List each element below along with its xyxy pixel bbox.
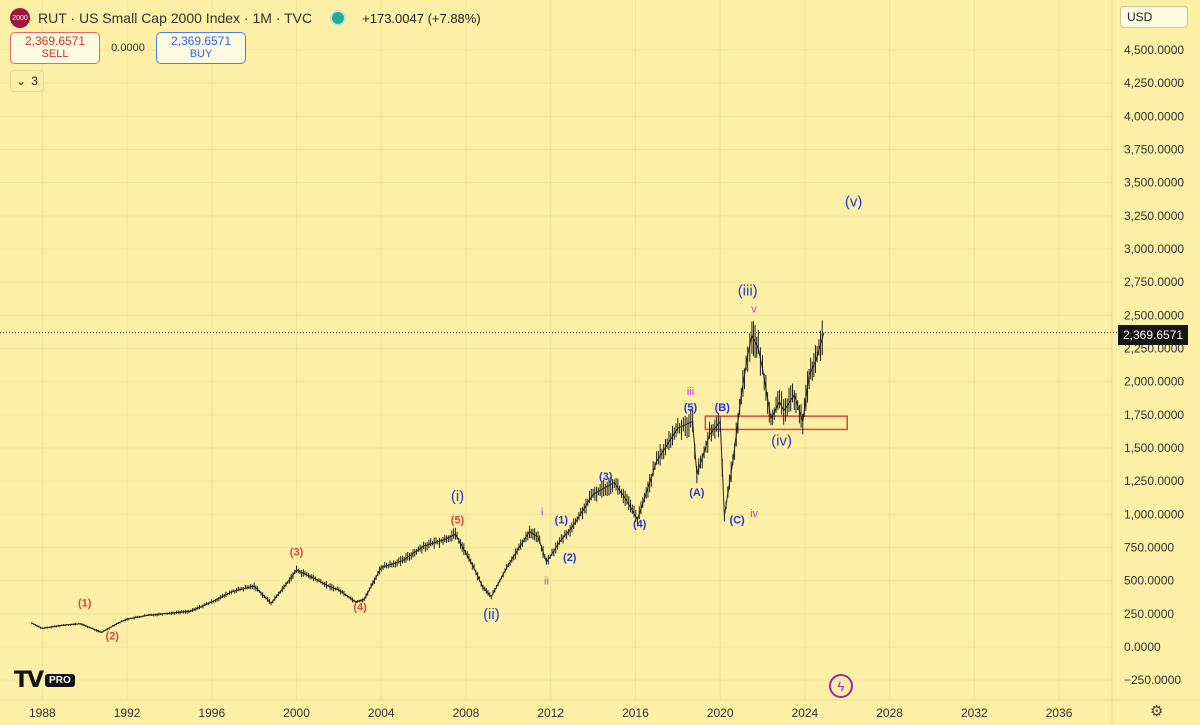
sell-label: SELL — [41, 48, 69, 60]
y-tick-label: 2,750.0000 — [1124, 275, 1184, 289]
y-tick-label: 250.0000 — [1124, 607, 1174, 621]
wave-label: (ii) — [483, 606, 500, 623]
sell-price: 2,369.6571 — [24, 34, 86, 48]
symbol-logo: 2000 — [10, 8, 30, 28]
wave-label: (4) — [633, 519, 647, 531]
indicators-toggle-button[interactable]: ⌄ 3 — [10, 70, 44, 92]
y-tick-label: 3,750.0000 — [1124, 143, 1184, 157]
last-price-tag: 2,369.6571 — [1118, 325, 1189, 345]
wave-label: (5) — [451, 515, 465, 527]
symbol-title[interactable]: RUT · US Small Cap 2000 Index · 1M · TVC — [38, 10, 313, 26]
y-tick-label: 1,000.0000 — [1124, 507, 1184, 521]
x-tick-label: 1996 — [198, 706, 225, 720]
gear-icon[interactable]: ⚙ — [1150, 703, 1164, 720]
buy-button[interactable]: 2,369.6571 BUY — [156, 32, 246, 64]
wave-label: i — [541, 507, 543, 519]
x-tick-label: 2032 — [961, 706, 988, 720]
y-tick-label: 1,250.0000 — [1124, 474, 1184, 488]
wave-label: (i) — [451, 488, 464, 505]
lightning-icon[interactable]: ϟ — [829, 674, 853, 698]
wave-label: iv — [750, 508, 758, 520]
y-tick-label: 1,500.0000 — [1124, 441, 1184, 455]
wave-label: (B) — [715, 402, 731, 414]
y-tick-label: 2,000.0000 — [1124, 375, 1184, 389]
buy-label: BUY — [189, 48, 213, 60]
x-tick-label: 2008 — [453, 706, 480, 720]
x-tick-label: 1992 — [114, 706, 141, 720]
y-tick-label: 4,500.0000 — [1124, 43, 1184, 57]
wave-label: (3) — [290, 546, 304, 558]
wave-label: (v) — [845, 194, 863, 211]
tradingview-logo[interactable]: TV PRO — [14, 668, 75, 693]
currency-label: USD — [1127, 10, 1153, 24]
y-tick-label: 0.0000 — [1124, 640, 1161, 654]
x-tick-label: 2000 — [283, 706, 310, 720]
y-tick-label: −250.0000 — [1124, 673, 1181, 687]
tv-logo-icon: TV — [14, 668, 44, 693]
trade-panel: 2,369.6571 SELL 0.0000 2,369.6571 BUY — [10, 32, 246, 64]
wave-label: (5) — [684, 402, 698, 414]
price-line — [31, 332, 825, 633]
y-tick-label: 750.0000 — [1124, 541, 1174, 555]
currency-select[interactable]: USD — [1120, 6, 1188, 28]
wave-label: (2) — [106, 631, 120, 643]
wave-label: (2) — [563, 552, 577, 564]
wave-label: (iv) — [771, 432, 792, 449]
buy-price: 2,369.6571 — [170, 34, 232, 48]
spread-value: 0.0000 — [111, 42, 145, 54]
wave-label: (1) — [78, 598, 92, 610]
x-tick-label: 2028 — [876, 706, 903, 720]
x-tick-label: 2004 — [368, 706, 395, 720]
y-tick-label: 1,750.0000 — [1124, 408, 1184, 422]
wave-label: iii — [687, 386, 694, 398]
y-tick-label: 2,250.0000 — [1124, 342, 1184, 356]
indicator-count: 3 — [31, 74, 38, 88]
y-tick-label: 3,500.0000 — [1124, 176, 1184, 190]
wave-label: v — [751, 304, 757, 316]
wave-label: (C) — [729, 515, 745, 527]
sell-button[interactable]: 2,369.6571 SELL — [10, 32, 100, 64]
pro-badge: PRO — [45, 674, 75, 687]
x-tick-label: 1988 — [29, 706, 56, 720]
support-zone — [704, 415, 848, 431]
y-tick-label: 4,000.0000 — [1124, 109, 1184, 123]
x-tick-label: 2012 — [537, 706, 564, 720]
y-tick-label: 3,000.0000 — [1124, 242, 1184, 256]
wave-label: (A) — [689, 487, 705, 499]
wave-label: (1) — [555, 515, 569, 527]
x-tick-label: 2020 — [707, 706, 734, 720]
chevron-down-icon: ⌄ — [16, 74, 27, 88]
x-tick-label: 2024 — [792, 706, 819, 720]
y-tick-label: 3,250.0000 — [1124, 209, 1184, 223]
wave-label: (4) — [353, 602, 367, 614]
y-tick-label: 2,500.0000 — [1124, 308, 1184, 322]
x-tick-label: 2016 — [622, 706, 649, 720]
y-tick-label: 500.0000 — [1124, 574, 1174, 588]
wave-label: (3) — [599, 471, 613, 483]
x-tick-label: 2036 — [1046, 706, 1073, 720]
symbol-header: 2000 RUT · US Small Cap 2000 Index · 1M … — [10, 8, 481, 28]
wave-label: (iii) — [738, 282, 758, 299]
price-change: +173.0047 (+7.88%) — [362, 10, 481, 26]
wave-label: ii — [544, 576, 549, 588]
y-tick-label: 4,250.0000 — [1124, 76, 1184, 90]
market-status-icon[interactable] — [330, 10, 347, 26]
